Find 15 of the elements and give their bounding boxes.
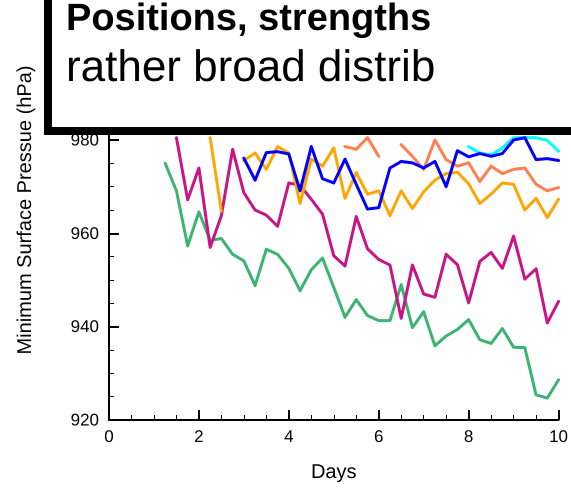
x-tick-label: 0 [104,427,114,446]
x-tick-label: 8 [464,427,474,446]
x-tick-label: 6 [374,427,384,446]
y-tick-label: 960 [70,224,99,243]
line-series [242,136,560,211]
x-tick-label: 4 [284,427,294,446]
chart-title: Positions, strengths [66,0,432,40]
y-tick-label: 920 [70,410,99,430]
line-series [174,136,560,324]
y-axis-title: Minimum Surface Pressue (hPa) [14,66,36,354]
x-axis-title: Days [310,461,357,483]
y-tick-label: 940 [70,317,99,336]
x-tick-label: 10 [549,427,568,446]
x-tick-label: 2 [194,427,204,446]
line-series [164,162,560,400]
